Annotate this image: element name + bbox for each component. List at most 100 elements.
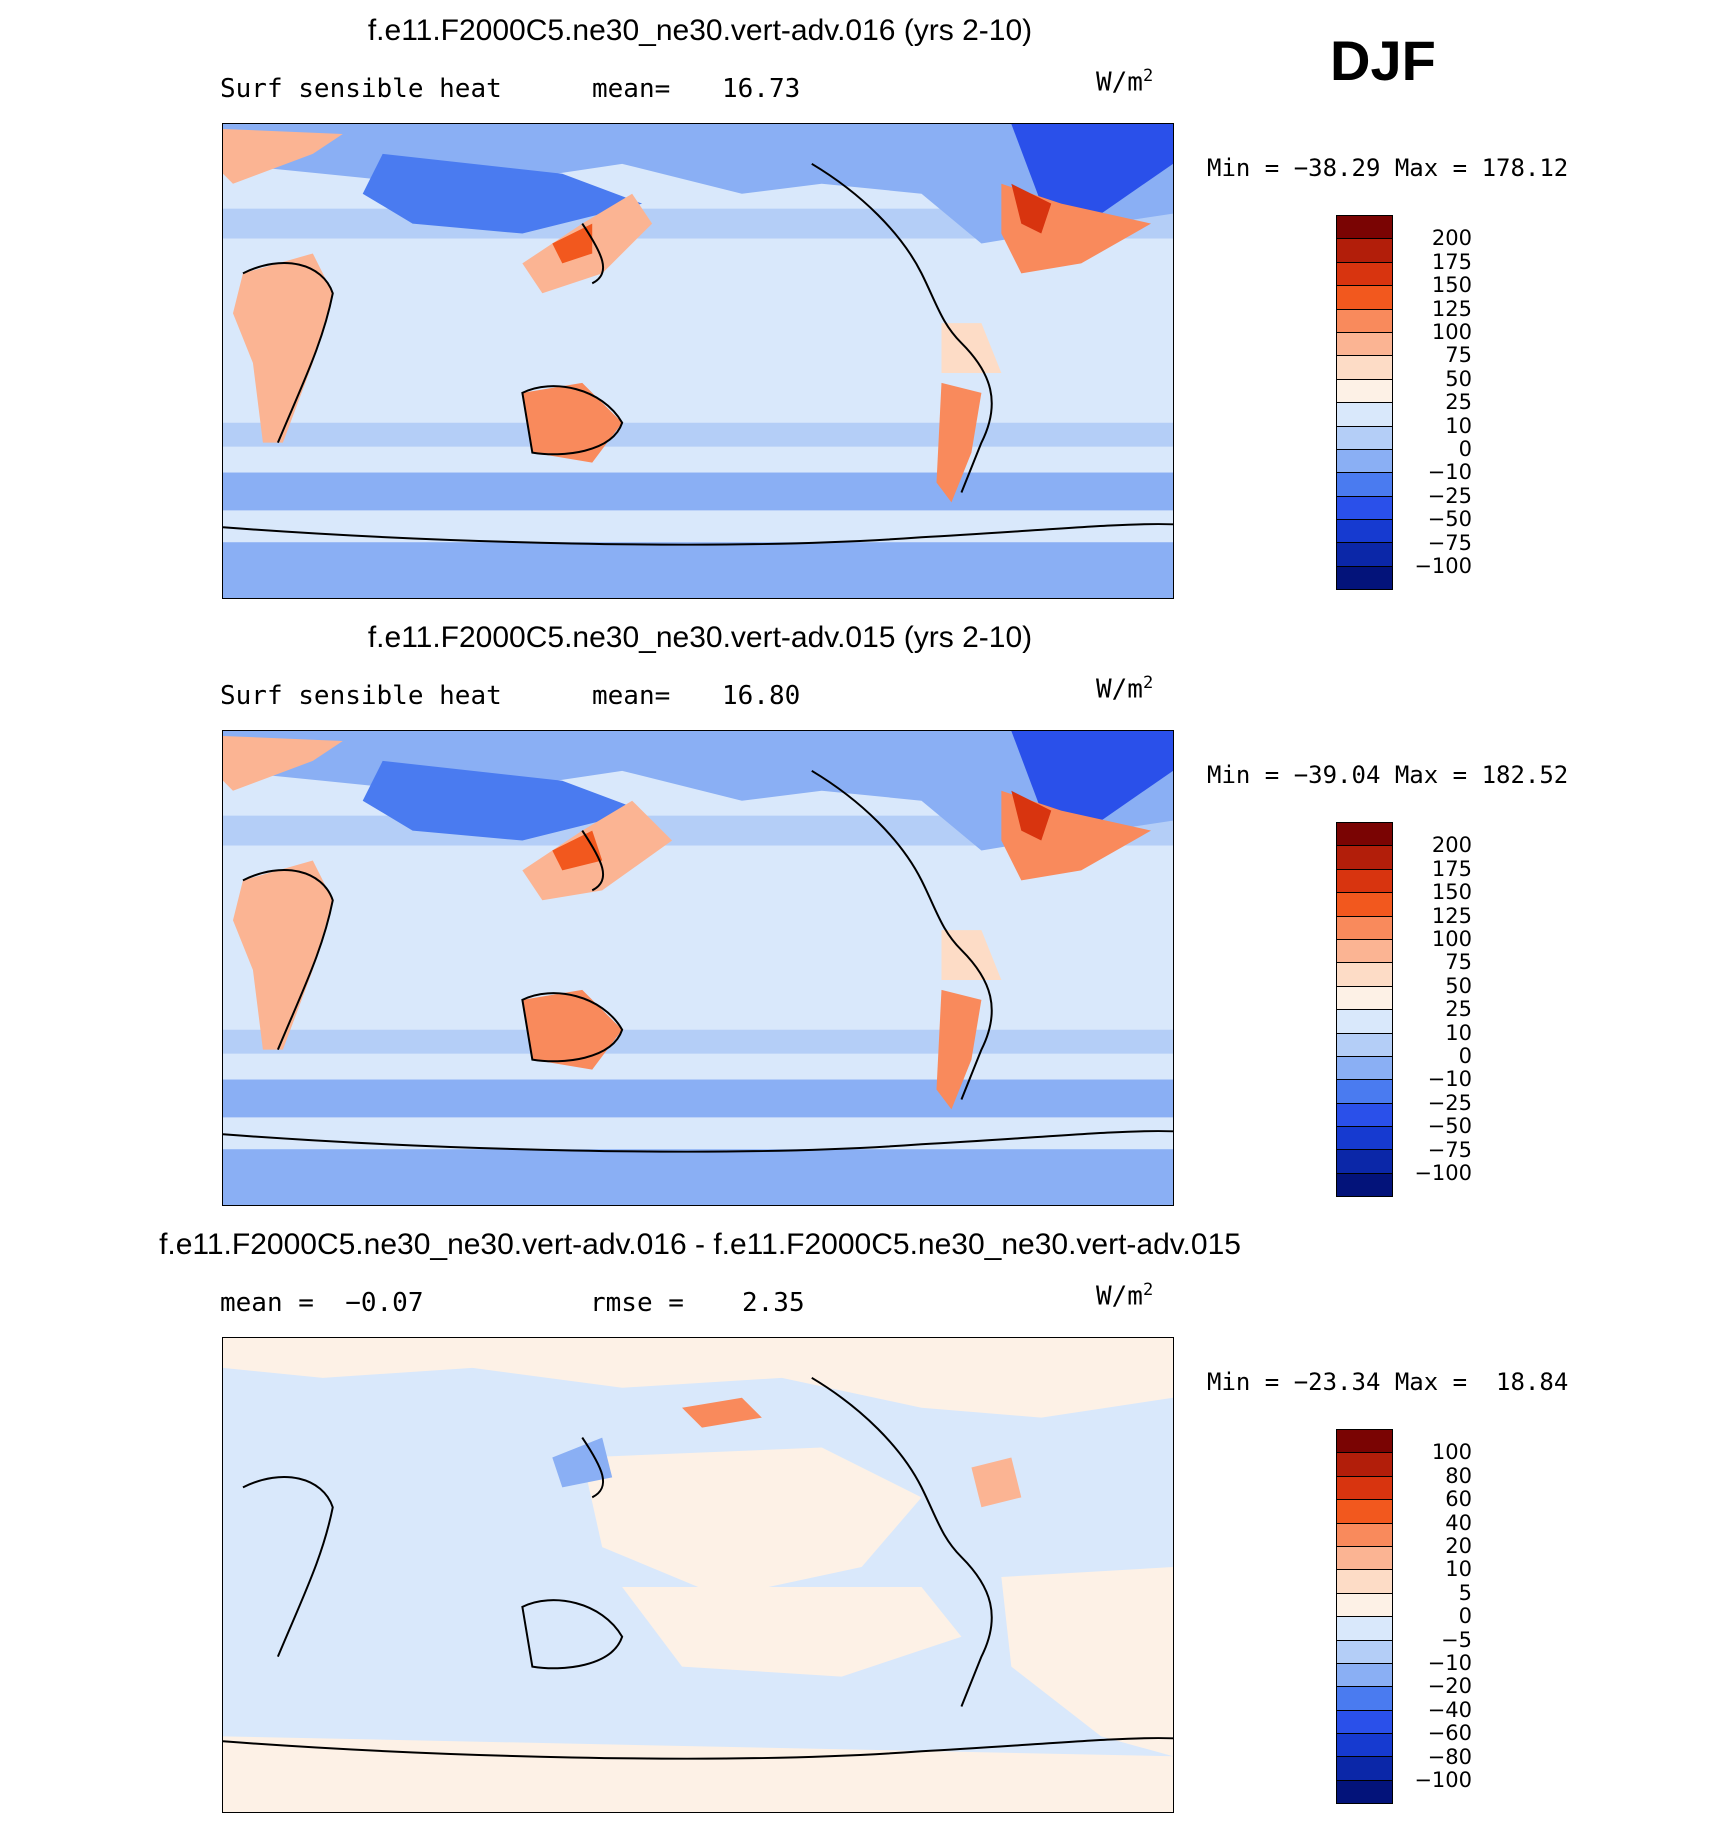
colorbar [1336,822,1393,1198]
colorbar-swatch [1336,425,1393,449]
colorbar-tick-label: −100 [1414,1161,1472,1185]
colorbar-swatch [1336,1079,1393,1103]
min-label: Min = [1207,761,1280,789]
colorbar [1336,215,1393,591]
min-value: −39.04 [1293,761,1381,789]
colorbar-tick-label: 100 [1431,320,1472,344]
colorbar-swatch [1336,378,1393,403]
colorbar-swatch [1336,868,1393,893]
colorbar-swatch [1336,1709,1393,1734]
colorbar-tick-label: 75 [1445,343,1472,368]
min-max-readout: Min = −39.04 Max = 182.52 [1207,761,1568,789]
colorbar-swatch [1336,402,1393,426]
colorbar-swatch [1336,1662,1393,1687]
colorbar-swatch [1336,1172,1393,1198]
colorbar-swatch [1336,1126,1393,1150]
colorbar-tick-label: −80 [1427,1744,1472,1769]
max-value: 178.12 [1481,154,1569,182]
colorbar-tick-label: −5 [1441,1627,1472,1652]
colorbar-swatch [1336,1429,1393,1453]
colorbar-tick-label: 200 [1431,226,1472,251]
colorbar-swatch [1336,1779,1393,1805]
colorbar [1336,1429,1393,1805]
max-label: Max = [1394,154,1468,182]
colorbar-tick-label: −100 [1414,1768,1472,1792]
min-max-readout: Min = −23.34 Max = 18.84 [1207,1368,1568,1396]
colorbar-swatch [1336,1009,1393,1033]
min-label: Min = [1207,1368,1280,1396]
colorbar-tick-label: −10 [1427,460,1472,485]
colorbar-tick-label: −50 [1427,507,1472,532]
colorbar-swatch [1336,1686,1393,1710]
colorbar-swatch [1336,1102,1393,1127]
colorbar-tick-label: 0 [1458,1044,1472,1068]
colorbar-tick-label: −10 [1427,1067,1472,1092]
panel-case-015: f.e11.F2000C5.ne30_ne30.vert-adv.015 (yr… [0,607,1710,1207]
colorbar-tick-label: 150 [1431,273,1472,298]
colorbar-tick-label: 175 [1431,856,1472,881]
min-value: −23.34 [1293,1368,1381,1396]
mean-label: mean= [592,681,671,711]
colorbar-swatch [1336,1149,1393,1173]
min-max-readout: Min = −38.29 Max = 178.12 [1207,154,1568,182]
colorbar-swatch [1336,1569,1393,1593]
colorbar-tick-label: −100 [1414,554,1472,578]
colorbar-tick-label: −25 [1427,1090,1472,1115]
colorbar-tick-label: −25 [1427,483,1472,508]
mean-label: mean= [592,74,671,104]
units-label: W/m2 [1096,1280,1154,1312]
colorbar-swatch [1336,448,1393,473]
colorbar-tick-label: 0 [1458,1604,1472,1629]
variable-label: Surf sensible heat [220,74,502,104]
panel-title: f.e11.F2000C5.ne30_ne30.vert-adv.016 - f… [159,1228,1241,1261]
mean-readout: mean = −0.07 [220,1288,424,1318]
colorbar-swatch [1336,1592,1393,1617]
colorbar-tick-label: 10 [1445,1557,1472,1582]
colorbar-tick-label: 50 [1445,973,1472,998]
panel-difference: f.e11.F2000C5.ne30_ne30.vert-adv.016 - f… [0,1214,1710,1814]
colorbar-tick-label: 200 [1431,833,1472,858]
colorbar-swatch [1336,1545,1393,1570]
colorbar-swatch [1336,985,1393,1010]
min-value: −38.29 [1293,154,1381,182]
colorbar-tick-label: 10 [1445,1020,1472,1045]
colorbar-swatch [1336,238,1393,262]
colorbar-tick-label: 175 [1431,249,1472,274]
colorbar-tick-label: 10 [1445,413,1472,438]
colorbar-swatch [1336,308,1393,332]
colorbar-tick-label: 20 [1445,1534,1472,1558]
colorbar-tick-label: 125 [1431,296,1472,321]
rmse-value: 2.35 [742,1288,805,1318]
colorbar-tick-label: 60 [1445,1487,1472,1512]
max-label: Max = [1394,761,1468,789]
mean-value: 16.80 [722,681,801,711]
colorbar-tick-label: 0 [1458,437,1472,461]
colorbar-tick-label: −20 [1427,1674,1472,1699]
colorbar-tick-label: 40 [1445,1510,1472,1535]
map-panel [222,730,1174,1206]
max-value: 18.84 [1496,1368,1569,1396]
colorbar-tick-label: −60 [1427,1721,1472,1746]
colorbar-swatch [1336,495,1393,520]
units-label: W/m2 [1096,673,1154,705]
mean-value: 16.73 [722,74,801,104]
colorbar-swatch [1336,892,1393,916]
colorbar-swatch [1336,938,1393,963]
colorbar-tick-label: 125 [1431,903,1472,928]
colorbar-tick-label: −75 [1427,1137,1472,1162]
max-value: 182.52 [1481,761,1569,789]
colorbar-swatch [1336,215,1393,239]
colorbar-swatch [1336,1522,1393,1546]
colorbar-swatch [1336,542,1393,566]
panel-title: f.e11.F2000C5.ne30_ne30.vert-adv.015 (yr… [367,621,1033,654]
colorbar-swatch [1336,355,1393,379]
min-label: Min = [1207,154,1280,182]
colorbar-tick-label: 50 [1445,366,1472,391]
global-map [223,124,1173,598]
colorbar-swatch [1336,261,1393,286]
colorbar-tick-label: 25 [1445,997,1472,1022]
colorbar-swatch [1336,1616,1393,1640]
colorbar-swatch [1336,565,1393,591]
max-label: Max = [1394,1368,1468,1396]
units-label: W/m2 [1096,66,1154,98]
